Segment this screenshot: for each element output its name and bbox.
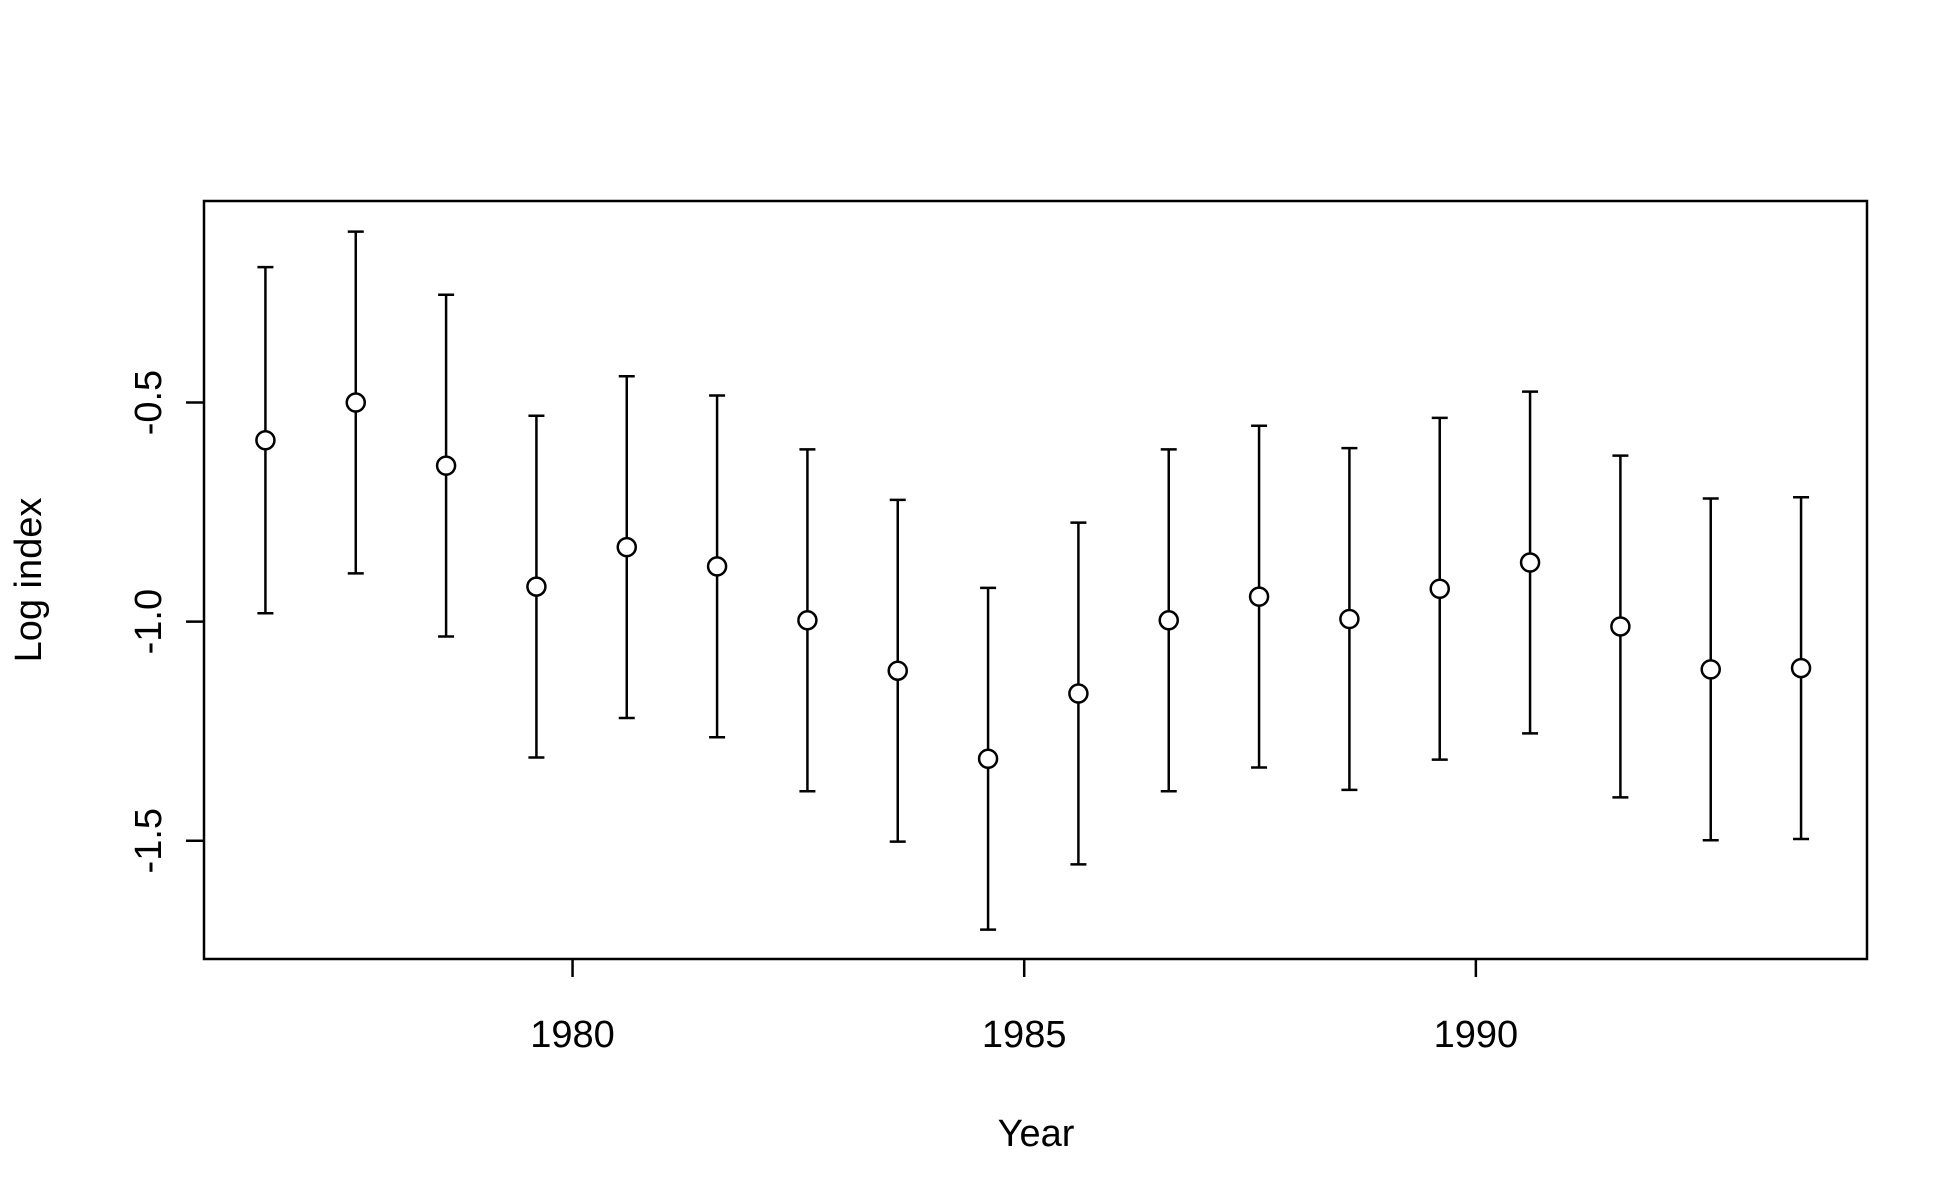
point bbox=[1248, 586, 1270, 607]
plot-frame bbox=[202, 199, 1869, 961]
point bbox=[706, 556, 728, 577]
point bbox=[255, 429, 276, 451]
point bbox=[797, 610, 818, 631]
point bbox=[345, 392, 367, 413]
x-tick-label: 1980 bbox=[530, 1014, 615, 1056]
x-tick-label: 1985 bbox=[982, 1014, 1067, 1056]
point bbox=[1158, 610, 1179, 631]
y-tick-label: -1.0 bbox=[128, 589, 170, 654]
point bbox=[1519, 552, 1541, 573]
point bbox=[1790, 657, 1812, 679]
y-tick-label: -1.5 bbox=[128, 808, 170, 873]
point bbox=[1610, 616, 1631, 637]
point bbox=[1339, 608, 1360, 630]
point bbox=[977, 748, 999, 770]
point bbox=[1068, 683, 1089, 704]
point bbox=[887, 660, 908, 681]
x-axis-label: Year bbox=[998, 1113, 1075, 1155]
point bbox=[435, 455, 457, 476]
y-tick-label: -0.5 bbox=[128, 370, 170, 435]
point bbox=[1429, 578, 1450, 600]
y-axis-label: Log index bbox=[8, 498, 50, 663]
point bbox=[1700, 659, 1721, 680]
point bbox=[616, 536, 638, 558]
x-tick-label: 1990 bbox=[1434, 1014, 1519, 1056]
point bbox=[526, 576, 547, 597]
